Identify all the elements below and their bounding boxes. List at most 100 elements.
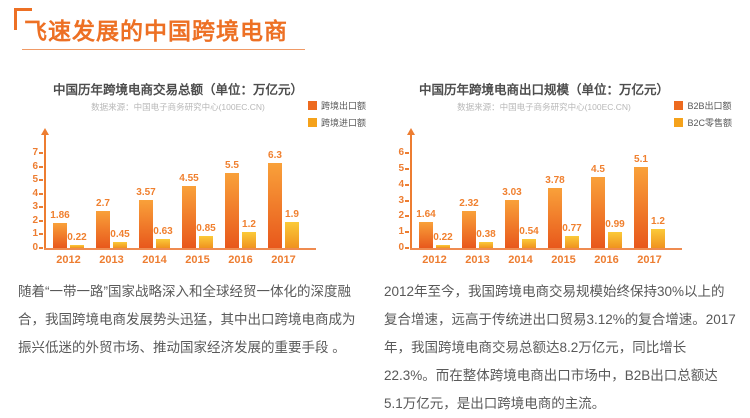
bar-2013-B2C零售额 — [479, 241, 493, 248]
bar-2017-B2B出口额 — [634, 167, 648, 248]
bar-value-label: 1.2 — [651, 216, 665, 227]
bar-2014-跨境出口额 — [139, 199, 153, 248]
bar-2015-跨境出口额 — [182, 186, 196, 248]
bar-value-label: 1.9 — [285, 209, 299, 221]
bar-value-label: 0.63 — [153, 226, 173, 238]
y-tick-mark — [39, 165, 43, 168]
bar-value-label: 4.55 — [179, 173, 199, 185]
bar-2016-B2C零售额 — [608, 232, 622, 248]
bar-2017-跨境进口额 — [285, 222, 299, 248]
bar-value-label: 5.5 — [225, 160, 239, 172]
bar-value-label: 5.1 — [634, 154, 648, 166]
bar-value-label: 2.7 — [96, 198, 110, 210]
x-tick-label: 2017 — [271, 254, 296, 266]
y-tick-label: 5 — [398, 162, 404, 174]
chart-transaction-total: 中国历年跨境电商交易总额（单位：万亿元） 数据来源：中国电子商务研究中心(100… — [18, 82, 366, 278]
y-tick-label: 4 — [32, 187, 38, 199]
y-tick-label: 0 — [32, 242, 38, 253]
bar-value-label: 0.77 — [562, 222, 582, 234]
legend-label: B2B出口额 — [687, 101, 732, 111]
bar-2012-跨境进口额 — [70, 245, 84, 248]
legend-item-export: 跨境出口额 — [307, 99, 366, 112]
bar-2013-跨境出口额 — [96, 211, 110, 248]
chart-header: 中国历年跨境电商出口规模（单位：万亿元） 数据来源：中国电子商务研究中心(100… — [384, 82, 732, 128]
title-underline — [22, 49, 305, 50]
bar-2014-跨境进口额 — [156, 239, 170, 248]
y-tick-label: 4 — [398, 178, 404, 190]
chart-source: 数据来源：中国电子商务研究中心(100EC.CN) — [91, 102, 265, 113]
bar-2014-B2B出口额 — [505, 200, 519, 248]
y-tick-label: 1 — [32, 228, 38, 240]
x-axis — [44, 248, 316, 250]
legend-item-b2b: B2B出口额 — [674, 99, 732, 112]
legend-swatch-primary — [674, 101, 684, 110]
bar-value-label: 6.3 — [268, 149, 282, 161]
page-title: 飞速发展的中国跨境电商 — [24, 18, 288, 44]
bar-2013-B2B出口额 — [462, 211, 476, 248]
bar-value-label: 1.86 — [50, 209, 70, 221]
bar-2012-跨境出口额 — [53, 222, 67, 248]
legend-item-b2c: B2C零售额 — [674, 116, 732, 129]
y-tick-label: 3 — [398, 194, 404, 206]
x-tick-label: 2013 — [465, 254, 490, 266]
x-axis — [410, 248, 682, 250]
bar-value-label: 0.54 — [519, 226, 539, 238]
bar-value-label: 0.22 — [67, 232, 87, 243]
paragraph-left: 随着“一带一路”国家战略深入和全球经贸一体化的深度融合，我国跨境电商发展势头迅猛… — [18, 284, 356, 356]
chart-legend: 跨境出口额 跨境进口额 — [307, 99, 366, 129]
y-tick-mark — [405, 152, 409, 154]
x-tick-label: 2014 — [142, 254, 167, 266]
y-tick-label: 7 — [32, 147, 38, 158]
bar-value-label: 0.38 — [476, 228, 496, 240]
x-tick-label: 2016 — [594, 254, 619, 266]
x-tick-label: 2016 — [228, 254, 253, 266]
y-tick-mark — [39, 233, 43, 236]
y-tick-mark — [39, 192, 43, 195]
chart-source: 数据来源：中国电子商务研究中心(100EC.CN) — [457, 102, 631, 113]
bar-2015-B2B出口额 — [548, 188, 562, 248]
x-tick-label: 2015 — [551, 254, 576, 266]
bar-value-label: 0.99 — [605, 219, 625, 231]
title-corner-bracket — [14, 8, 32, 30]
chart-header: 中国历年跨境电商交易总额（单位：万亿元） 数据来源：中国电子商务研究中心(100… — [18, 82, 366, 128]
bar-2017-跨境出口额 — [268, 162, 282, 248]
x-tick-label: 2017 — [637, 254, 662, 266]
chart-title: 中国历年跨境电商交易总额（单位：万亿元） — [52, 83, 303, 97]
y-tick-mark — [405, 199, 409, 202]
y-axis-arrow-icon — [41, 128, 49, 135]
chart-title-block: 中国历年跨境电商出口规模（单位：万亿元） 数据来源：中国电子商务研究中心(100… — [384, 82, 704, 113]
bar-value-label: 0.45 — [110, 228, 130, 240]
y-axis — [44, 133, 46, 248]
y-tick-label: 1 — [398, 226, 404, 238]
bar-2015-跨境进口额 — [199, 236, 213, 248]
y-tick-label: 3 — [32, 201, 38, 213]
bar-value-label: 0.22 — [433, 231, 453, 243]
y-tick-mark — [39, 152, 43, 154]
bar-value-label: 3.57 — [136, 186, 156, 198]
legend-swatch-primary — [307, 101, 317, 110]
bar-2017-B2C零售额 — [651, 229, 665, 248]
bar-value-label: 0.85 — [196, 223, 216, 235]
bar-value-label: 3.03 — [502, 187, 522, 199]
y-tick-label: 2 — [32, 214, 38, 226]
y-tick-label: 5 — [32, 174, 38, 186]
bar-2014-B2C零售额 — [522, 239, 536, 248]
legend-label: B2C零售额 — [687, 118, 732, 128]
y-tick-mark — [405, 231, 409, 234]
bar-2012-B2B出口额 — [419, 222, 433, 248]
bar-plot: 0 1 2 3 4 5 6 1.64 0.22 2012 2.32 0.38 2013 3.03 0.54 2… — [384, 128, 732, 278]
y-axis — [410, 133, 412, 248]
y-tick-mark — [405, 247, 409, 249]
y-tick-label: 6 — [32, 160, 38, 172]
y-tick-mark — [39, 179, 43, 182]
x-tick-label: 2014 — [508, 254, 533, 266]
legend-item-import: 跨境进口额 — [307, 116, 366, 129]
y-tick-mark — [405, 167, 409, 170]
y-axis-arrow-icon — [407, 128, 415, 135]
bar-value-label: 3.78 — [545, 175, 565, 187]
y-tick-mark — [39, 219, 43, 222]
bar-value-label: 1.2 — [242, 218, 256, 230]
y-tick-mark — [405, 183, 409, 186]
legend-swatch-secondary — [307, 118, 317, 127]
